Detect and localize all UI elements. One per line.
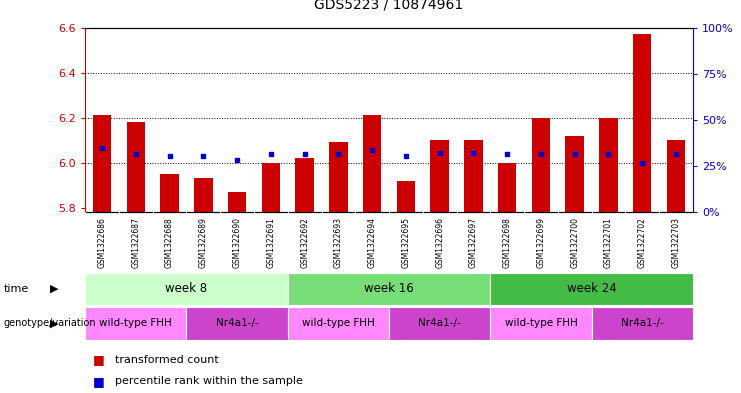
Text: GSM1322696: GSM1322696 [435,217,444,268]
Bar [329,142,348,212]
Text: GSM1322698: GSM1322698 [502,217,512,268]
Text: GSM1322695: GSM1322695 [402,217,411,268]
Text: percentile rank within the sample: percentile rank within the sample [115,376,303,386]
Text: week 16: week 16 [364,282,414,296]
Bar [288,307,389,340]
Text: wild-type FHH: wild-type FHH [302,318,375,328]
Bar [160,174,179,212]
Bar [194,178,213,212]
Text: transformed count: transformed count [115,354,219,365]
Bar [491,273,693,305]
Text: GSM1322690: GSM1322690 [233,217,242,268]
Bar [363,116,382,212]
Text: time: time [4,284,29,294]
Bar [85,307,187,340]
Text: GSM1322701: GSM1322701 [604,217,613,268]
Bar [431,140,449,212]
Bar [262,163,280,212]
Text: ■: ■ [93,353,104,366]
Bar [187,307,288,340]
Bar [633,34,651,212]
Bar [288,273,491,305]
Text: ■: ■ [93,375,104,388]
Bar [498,163,516,212]
Bar [464,140,482,212]
Text: ▶: ▶ [50,318,59,328]
Bar [389,307,491,340]
Bar [227,192,247,212]
Bar [85,273,288,305]
Text: GSM1322689: GSM1322689 [199,217,208,268]
Text: GSM1322691: GSM1322691 [266,217,276,268]
Bar [396,181,415,212]
Text: GSM1322700: GSM1322700 [570,217,579,268]
Text: GSM1322688: GSM1322688 [165,217,174,268]
Text: week 8: week 8 [165,282,207,296]
Text: GDS5223 / 10874961: GDS5223 / 10874961 [314,0,464,12]
Bar [599,118,618,212]
Text: wild-type FHH: wild-type FHH [99,318,172,328]
Bar [531,118,551,212]
Text: GSM1322702: GSM1322702 [638,217,647,268]
Text: wild-type FHH: wild-type FHH [505,318,577,328]
Text: GSM1322694: GSM1322694 [368,217,376,268]
Bar [296,158,314,212]
Text: week 24: week 24 [567,282,617,296]
Text: GSM1322686: GSM1322686 [98,217,107,268]
Text: Nr4a1-/-: Nr4a1-/- [418,318,461,328]
Bar [565,136,584,212]
Text: Nr4a1-/-: Nr4a1-/- [216,318,259,328]
Text: genotype/variation: genotype/variation [4,318,96,328]
Bar [93,116,111,212]
Text: Nr4a1-/-: Nr4a1-/- [621,318,664,328]
Text: GSM1322693: GSM1322693 [334,217,343,268]
Bar [667,140,685,212]
Bar [127,122,145,212]
Text: GSM1322703: GSM1322703 [671,217,680,268]
Text: GSM1322697: GSM1322697 [469,217,478,268]
Bar [591,307,693,340]
Text: GSM1322687: GSM1322687 [131,217,140,268]
Text: GSM1322699: GSM1322699 [536,217,545,268]
Bar [491,307,591,340]
Text: ▶: ▶ [50,284,59,294]
Text: GSM1322692: GSM1322692 [300,217,309,268]
